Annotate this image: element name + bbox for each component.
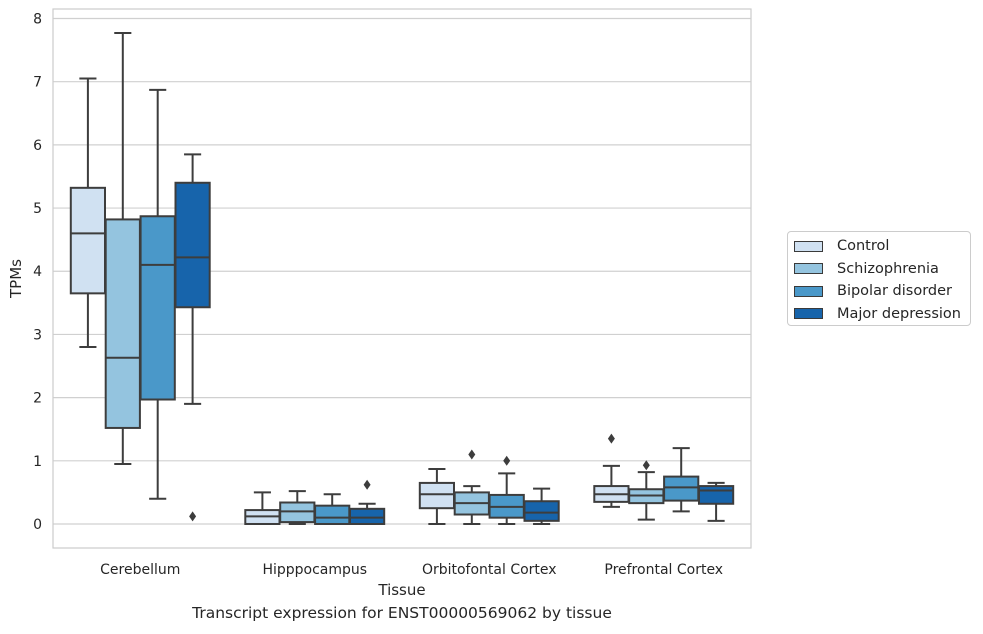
outlier-point <box>503 455 511 466</box>
box-body <box>139 215 176 401</box>
outlier-point <box>363 479 371 490</box>
legend-label: Bipolar disorder <box>837 283 952 299</box>
x-tick-label: Prefrontal Cortex <box>604 562 723 578</box>
box-body <box>69 186 107 295</box>
box-control <box>418 468 456 525</box>
legend-label: Control <box>837 238 890 254</box>
legend-label: Major depression <box>837 305 961 322</box>
legend-item: Bipolar disorder <box>794 281 952 301</box>
box-body <box>104 218 141 429</box>
outlier-point <box>189 511 197 522</box>
box-body <box>314 504 351 525</box>
box-body <box>697 485 735 505</box>
box-bipolar-disorder <box>314 493 351 525</box>
y-tick-label: 5 <box>33 201 42 217</box>
x-tick-label: Orbitofontal Cortex <box>422 562 557 578</box>
box-body <box>348 507 386 525</box>
y-tick-label: 1 <box>33 454 42 470</box>
outlier-point <box>607 433 615 444</box>
box-major-depression <box>523 487 560 525</box>
box-body <box>663 475 700 502</box>
y-tick-label: 6 <box>33 138 42 154</box>
box-body <box>523 500 560 522</box>
box-major-depression <box>697 481 735 522</box>
outlier-point <box>468 449 476 460</box>
y-axis-label: TPMs <box>7 259 25 299</box>
legend-item: Major depression <box>794 304 961 324</box>
legend-label: Schizophrenia <box>837 260 939 277</box>
box-bipolar-disorder <box>488 455 525 525</box>
x-axis-label: Tissue <box>377 581 425 599</box>
box-control <box>244 491 281 525</box>
legend-swatch <box>794 308 823 319</box>
y-tick-label: 2 <box>33 391 42 407</box>
box-control <box>593 433 630 508</box>
box-plots <box>69 32 735 525</box>
box-schizophrenia <box>628 460 665 521</box>
box-schizophrenia <box>279 490 316 525</box>
y-tick-label: 8 <box>33 11 42 27</box>
box-body <box>418 481 456 510</box>
x-tick-label: Cerebellum <box>100 562 180 578</box>
y-tick-label: 0 <box>33 517 42 533</box>
x-tick-label: Hipppocampus <box>262 562 367 578</box>
box-bipolar-disorder <box>663 447 700 513</box>
chart-caption: Transcript expression for ENST0000056906… <box>192 604 612 622</box>
legend-item: Control <box>794 236 889 256</box>
legend: Control Schizophrenia Bipolar disorder Majo… <box>787 231 971 326</box>
legend-swatch <box>794 240 823 252</box>
box-schizophrenia <box>453 449 490 525</box>
legend-item: Schizophrenia <box>794 259 939 279</box>
box-major-depression <box>174 153 211 522</box>
box-body <box>174 181 211 309</box>
box-major-depression <box>348 479 386 525</box>
y-tick-label: 3 <box>33 327 42 343</box>
y-tick-labels: 0 1 2 3 4 5 6 7 8 <box>33 11 42 533</box>
box-schizophrenia <box>104 32 141 465</box>
box-control <box>69 77 107 349</box>
y-tick-label: 4 <box>33 264 42 280</box>
x-tick-labels: Cerebellum Hipppocampus Orbitofontal Corte… <box>100 562 723 578</box>
legend-swatch <box>794 285 823 297</box>
y-tick-label: 7 <box>33 75 42 91</box>
outlier-point <box>642 460 650 471</box>
plot-frame <box>52 8 752 549</box>
legend-swatch <box>794 263 823 274</box>
box-bipolar-disorder <box>139 88 176 500</box>
